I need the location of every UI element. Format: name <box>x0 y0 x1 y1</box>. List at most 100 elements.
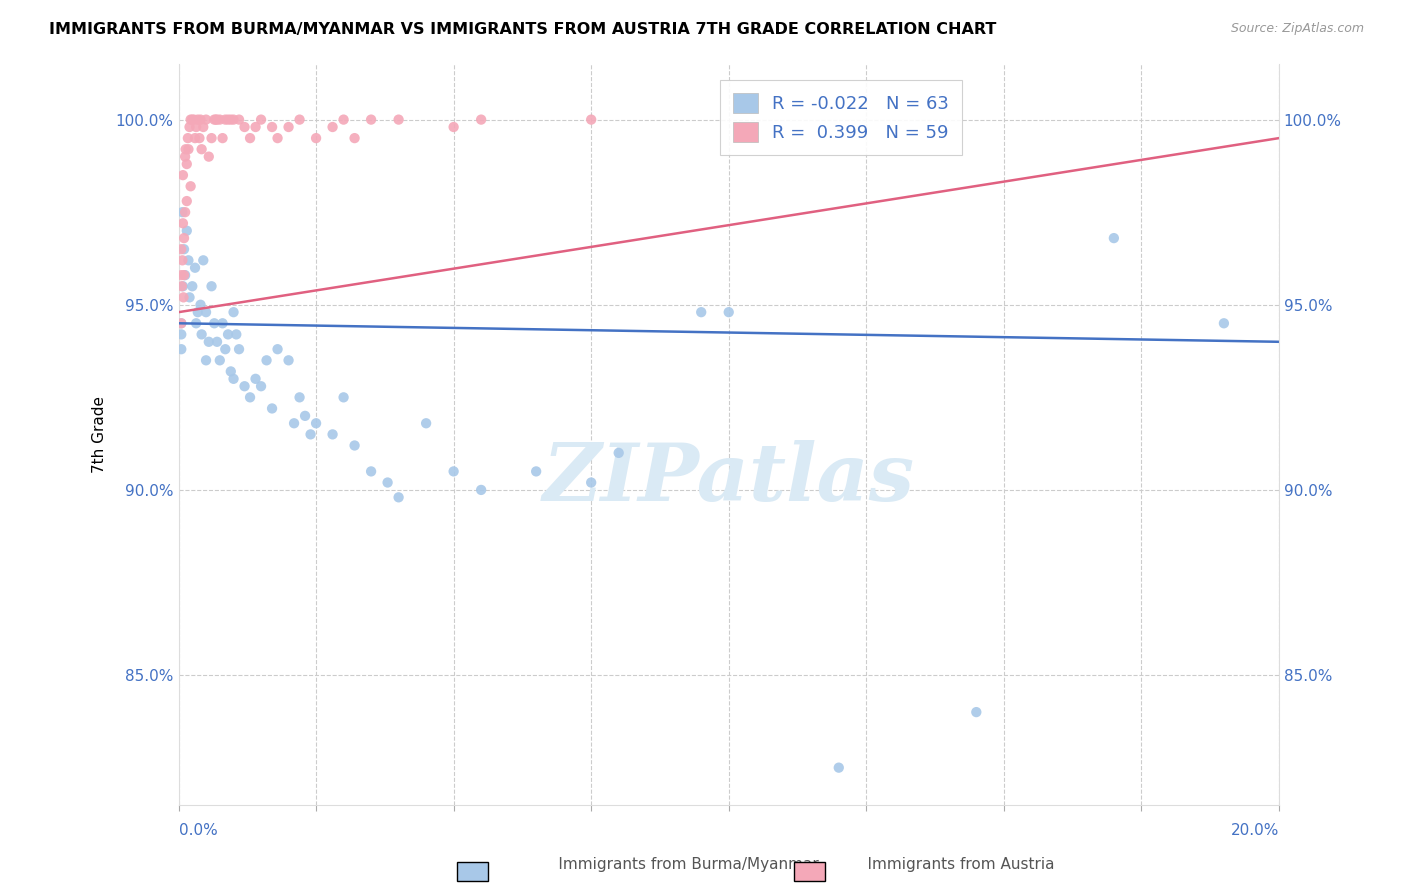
Point <box>174 150 197 164</box>
Text: Source: ZipAtlas.com: Source: ZipAtlas.com <box>1230 22 1364 36</box>
Point <box>343 131 366 145</box>
Point <box>180 179 202 194</box>
Point <box>184 316 207 330</box>
Point <box>239 131 262 145</box>
Point <box>245 120 267 134</box>
Point <box>179 120 201 134</box>
Point <box>250 379 273 393</box>
Text: ZIPatlas: ZIPatlas <box>543 440 915 517</box>
Point <box>360 112 382 127</box>
Point <box>172 205 194 219</box>
Point <box>193 253 215 268</box>
Point <box>170 242 193 256</box>
Point <box>177 131 200 145</box>
Point <box>233 120 256 134</box>
Point <box>174 142 197 156</box>
Point <box>200 279 222 293</box>
Point <box>170 316 193 330</box>
Point <box>250 112 273 127</box>
Point <box>377 475 399 490</box>
Point <box>388 112 411 127</box>
Point <box>222 305 245 319</box>
Point <box>190 298 212 312</box>
Point <box>579 475 602 490</box>
Point <box>245 372 267 386</box>
Point <box>233 379 256 393</box>
Point <box>195 353 218 368</box>
Point <box>170 327 193 342</box>
Point <box>225 327 247 342</box>
Text: IMMIGRANTS FROM BURMA/MYANMAR VS IMMIGRANTS FROM AUSTRIA 7TH GRADE CORRELATION C: IMMIGRANTS FROM BURMA/MYANMAR VS IMMIGRA… <box>49 22 997 37</box>
Point <box>228 112 250 127</box>
Point <box>277 353 299 368</box>
Point <box>177 142 200 156</box>
Point <box>205 112 228 127</box>
Point <box>415 417 437 431</box>
Point <box>219 112 242 127</box>
Point <box>443 120 465 134</box>
Point <box>305 417 328 431</box>
Point <box>294 409 316 423</box>
Point <box>211 316 233 330</box>
Point <box>217 327 239 342</box>
Point <box>172 216 194 230</box>
Point <box>184 120 207 134</box>
Point <box>239 390 262 404</box>
Point <box>202 112 225 127</box>
Point <box>197 150 219 164</box>
Point <box>179 290 201 304</box>
Point <box>266 342 288 356</box>
Point <box>208 353 231 368</box>
Point <box>170 279 193 293</box>
Point <box>217 112 239 127</box>
Legend: R = -0.022   N = 63, R =  0.399   N = 59: R = -0.022 N = 63, R = 0.399 N = 59 <box>720 80 962 154</box>
Point <box>322 427 344 442</box>
Text: 0.0%: 0.0% <box>179 823 218 838</box>
Point <box>360 464 382 478</box>
Point <box>184 260 207 275</box>
Point <box>193 120 215 134</box>
Point <box>266 131 288 145</box>
Point <box>183 112 205 127</box>
Text: 20.0%: 20.0% <box>1230 823 1279 838</box>
Point <box>170 316 193 330</box>
Point <box>277 120 299 134</box>
Point <box>184 131 207 145</box>
Point <box>173 242 195 256</box>
Point <box>256 353 278 368</box>
Point <box>205 334 228 349</box>
Point <box>388 491 411 505</box>
Point <box>219 364 242 378</box>
Y-axis label: 7th Grade: 7th Grade <box>93 396 107 473</box>
Point <box>470 483 492 497</box>
Point <box>1102 231 1125 245</box>
Point <box>524 464 547 478</box>
Point <box>299 427 322 442</box>
Point <box>195 305 218 319</box>
Point <box>208 112 231 127</box>
Point <box>173 268 195 282</box>
Point <box>965 705 987 719</box>
Point <box>187 112 209 127</box>
Point <box>188 131 211 145</box>
Point <box>172 168 194 182</box>
Point <box>288 112 311 127</box>
Point <box>228 342 250 356</box>
Point <box>172 290 194 304</box>
Point <box>195 112 218 127</box>
Point <box>283 417 305 431</box>
Point <box>174 268 197 282</box>
Point <box>190 112 212 127</box>
Point <box>214 112 236 127</box>
Point <box>190 142 212 156</box>
Point <box>197 334 219 349</box>
Point <box>181 112 204 127</box>
Point <box>260 401 283 416</box>
Point <box>305 131 328 145</box>
Point <box>443 464 465 478</box>
Point <box>202 316 225 330</box>
Point <box>1212 316 1234 330</box>
Point <box>343 438 366 452</box>
Point <box>222 112 245 127</box>
Point <box>260 120 283 134</box>
